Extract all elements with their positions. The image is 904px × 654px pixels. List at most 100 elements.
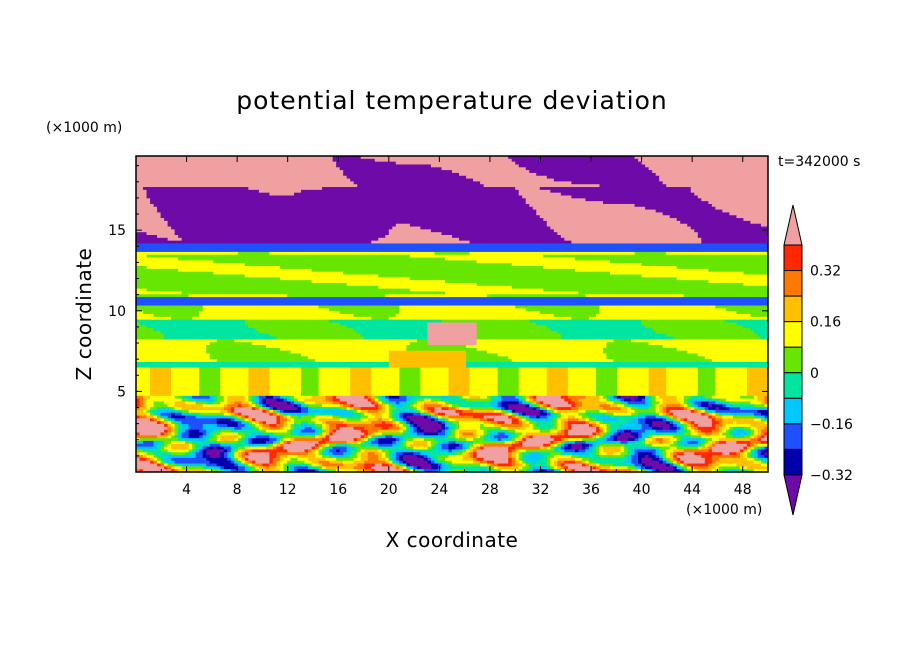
contour-cell (648, 469, 653, 472)
contour-cell (315, 446, 320, 451)
contour-cell (497, 353, 608, 357)
contour-cell (525, 469, 530, 472)
contour-cell (441, 429, 446, 434)
contour-cell (251, 460, 256, 465)
contour-cell (146, 412, 151, 417)
contour-cell (171, 393, 200, 397)
contour-cell (409, 432, 418, 436)
contour-cell (564, 440, 569, 445)
contour-cell (697, 373, 716, 377)
contour-cell (146, 409, 151, 414)
contour-cell (258, 469, 263, 472)
contour-cell (473, 455, 478, 459)
contour-cell (160, 418, 165, 422)
contour-cell (157, 455, 165, 459)
contour-cell (153, 443, 158, 448)
contour-cell (444, 291, 579, 295)
contour-cell (624, 446, 629, 451)
contour-cell (655, 330, 755, 335)
contour-cell (371, 378, 400, 383)
contour-cell (645, 443, 653, 448)
contour-cell (729, 407, 741, 411)
contour-cell (181, 412, 190, 417)
contour-cell (329, 449, 337, 453)
contour-cell (199, 449, 204, 453)
x-tick-label: 44 (683, 482, 701, 498)
contour-cell (374, 158, 513, 163)
contour-cell (546, 455, 555, 459)
contour-cell (227, 457, 232, 462)
contour-cell (357, 452, 362, 456)
contour-cell (290, 429, 295, 434)
contour-cell (388, 232, 443, 236)
contour-cell (297, 457, 309, 462)
contour-cell (255, 421, 260, 425)
contour-cell (511, 418, 520, 422)
contour-cell (578, 455, 601, 459)
contour-cell (136, 226, 172, 230)
contour-cell (185, 440, 193, 445)
contour-cell (392, 421, 397, 425)
contour-cell (518, 192, 562, 197)
contour-cell (676, 347, 768, 352)
contour-cell (525, 432, 558, 436)
contour-cell (718, 426, 723, 431)
contour-cell (687, 421, 692, 425)
contour-cell (697, 195, 768, 199)
contour-cell (529, 395, 534, 400)
contour-cell (602, 449, 622, 453)
contour-cell (680, 421, 685, 425)
contour-cell (648, 432, 685, 436)
contour-cell (350, 390, 372, 394)
contour-cell (469, 370, 499, 374)
contour-cell (739, 407, 768, 411)
contour-cell (729, 426, 734, 431)
contour-cell (610, 260, 768, 264)
contour-cell (687, 469, 692, 472)
contour-cell (715, 426, 720, 431)
contour-cell (437, 463, 443, 467)
contour-cell (764, 398, 768, 403)
contour-cell (483, 435, 488, 439)
contour-cell (157, 443, 165, 448)
contour-cell (406, 398, 411, 403)
contour-cell (444, 457, 464, 462)
contour-cell (634, 452, 639, 456)
contour-cell (536, 322, 643, 326)
contour-cell (311, 418, 320, 422)
contour-cell (571, 195, 699, 199)
contour-cell (494, 469, 502, 472)
contour-cell (378, 449, 383, 453)
contour-cell (448, 432, 453, 436)
contour-cell (595, 452, 601, 456)
contour-cell (490, 395, 499, 400)
contour-cell (480, 426, 502, 431)
contour-cell (641, 466, 646, 470)
contour-cell (174, 412, 183, 417)
contour-cell (399, 308, 527, 312)
contour-cell (560, 443, 565, 448)
contour-cell (638, 158, 768, 163)
contour-cell (610, 466, 629, 470)
contour-cell (378, 429, 400, 434)
contour-cell (265, 443, 271, 448)
contour-cell (325, 446, 330, 451)
contour-cell (490, 398, 495, 403)
contour-cell (459, 404, 492, 408)
contour-cell (202, 432, 207, 436)
contour-cell (718, 463, 737, 467)
contour-cell (595, 378, 618, 383)
contour-cell (690, 187, 768, 191)
contour-cell (276, 407, 299, 411)
contour-cell (648, 407, 657, 411)
contour-cell (666, 370, 699, 374)
contour-cell (473, 440, 506, 445)
contour-cell (181, 395, 186, 400)
contour-cell (750, 429, 755, 434)
contour-cell (522, 440, 551, 445)
contour-cell (522, 435, 527, 439)
contour-cell (718, 466, 741, 470)
contour-cell (476, 457, 485, 462)
contour-cell (560, 446, 565, 451)
contour-cell (666, 390, 699, 394)
